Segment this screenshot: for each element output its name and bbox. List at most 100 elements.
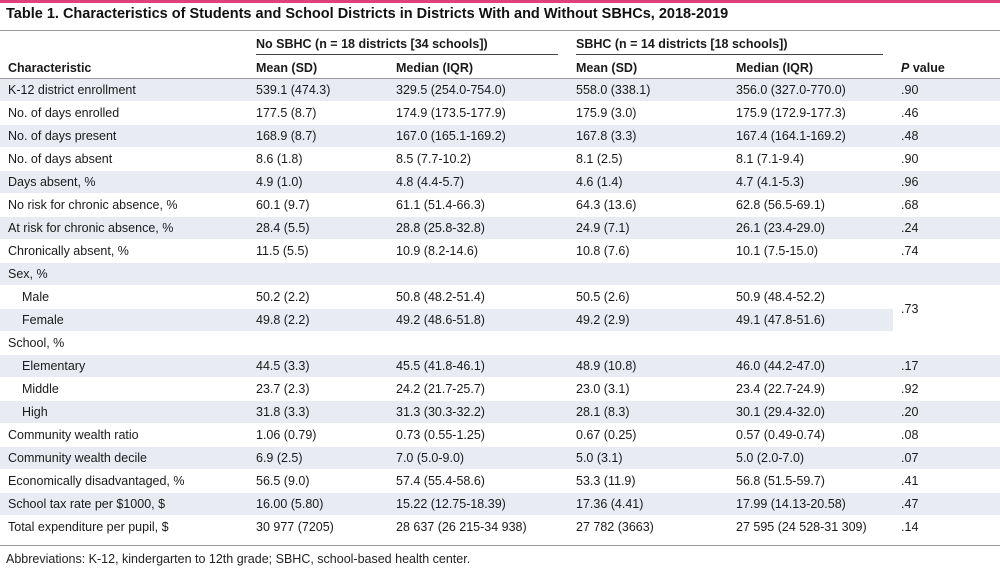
p-value: [893, 262, 1000, 286]
table-row: No. of days absent 8.6 (1.8) 8.5 (7.7-10.2…: [0, 147, 1000, 171]
sbhc-median: 17.99 (14.13-20.58): [728, 492, 894, 516]
p-value: .46: [893, 101, 1000, 125]
sbhc-group-header: SBHC (n = 14 districts [18 schools]): [568, 33, 893, 58]
no-sbhc-median: 28 637 (26 215-34 938): [388, 515, 568, 538]
sbhc-median: 49.1 (47.8-51.6): [728, 308, 894, 332]
no-sbhc-mean: 31.8 (3.3): [248, 400, 388, 424]
p-italic: P: [901, 61, 910, 75]
no-sbhc-group-header: No SBHC (n = 18 districts [34 schools]): [248, 33, 568, 58]
sbhc-mean: 10.8 (7.6): [568, 239, 728, 263]
sbhc-mean: 64.3 (13.6): [568, 193, 728, 217]
no-sbhc-mean: 6.9 (2.5): [248, 446, 388, 470]
no-sbhc-median: 61.1 (51.4-66.3): [388, 193, 568, 217]
no-sbhc-group-label: No SBHC (n = 18 districts [34 schools]): [256, 37, 558, 55]
table-row: Days absent, % 4.9 (1.0) 4.8 (4.4-5.7) 4.6 …: [0, 170, 1000, 194]
top-accent-rule: [0, 0, 1000, 3]
row-label: No. of days absent: [0, 147, 248, 171]
row-label: Economically disadvantaged, %: [0, 469, 248, 493]
table-row: Chronically absent, % 11.5 (5.5) 10.9 (8.2…: [0, 239, 1000, 263]
sbhc-mean: 23.0 (3.1): [568, 377, 728, 401]
row-label: At risk for chronic absence, %: [0, 216, 248, 240]
p-value: .08: [893, 423, 1000, 447]
no-sbhc-median: 7.0 (5.0-9.0): [388, 446, 568, 470]
no-sbhc-median: 15.22 (12.75-18.39): [388, 492, 568, 516]
no-sbhc-mean: 28.4 (5.5): [248, 216, 388, 240]
p-value: [893, 331, 1000, 355]
sbhc-median: 356.0 (327.0-770.0): [728, 78, 894, 102]
p-value: .47: [893, 492, 1000, 516]
sbhc-median: 175.9 (172.9-177.3): [728, 101, 894, 125]
p-value: .96: [893, 170, 1000, 194]
sbhc-median: 8.1 (7.1-9.4): [728, 147, 894, 171]
no-sbhc-median: 28.8 (25.8-32.8): [388, 216, 568, 240]
sbhc-mean: [568, 331, 728, 355]
sbhc-mean: 558.0 (338.1): [568, 78, 728, 102]
p-value: .73: [893, 285, 1000, 332]
p-value: .74: [893, 239, 1000, 263]
sbhc-median: 46.0 (44.2-47.0): [728, 354, 894, 378]
sbhc-mean: 8.1 (2.5): [568, 147, 728, 171]
sbhc-median: 4.7 (4.1-5.3): [728, 170, 894, 194]
no-sbhc-mean: 539.1 (474.3): [248, 78, 388, 102]
row-label: Days absent, %: [0, 170, 248, 194]
table-body: K-12 district enrollment 539.1 (474.3) 329…: [0, 78, 1000, 538]
sbhc-mean: 175.9 (3.0): [568, 101, 728, 125]
title-divider: [0, 30, 1000, 31]
row-label: Elementary: [0, 354, 248, 378]
row-label: Total expenditure per pupil, $: [0, 515, 248, 538]
row-label: Community wealth ratio: [0, 423, 248, 447]
sbhc-median: [728, 331, 894, 355]
sbhc-median: 30.1 (29.4-32.0): [728, 400, 894, 424]
table-row: Economically disadvantaged, % 56.5 (9.0) 5…: [0, 469, 1000, 493]
sbhc-median: [728, 262, 894, 286]
no-sbhc-median: 8.5 (7.7-10.2): [388, 147, 568, 171]
row-label: School, %: [0, 331, 248, 355]
p-value: .20: [893, 400, 1000, 424]
p-value: .07: [893, 446, 1000, 470]
no-sbhc-median: 45.5 (41.8-46.1): [388, 354, 568, 378]
sbhc-median: 26.1 (23.4-29.0): [728, 216, 894, 240]
no-sbhc-median: 329.5 (254.0-754.0): [388, 78, 568, 102]
table-row: Female 49.8 (2.2) 49.2 (48.6-51.8) 49.2 (2.…: [0, 308, 1000, 332]
table-row: Total expenditure per pupil, $30 977 (72…: [0, 515, 1000, 538]
no-sbhc-median: 49.2 (48.6-51.8): [388, 308, 568, 332]
row-label: Community wealth decile: [0, 446, 248, 470]
no-sbhc-median: [388, 331, 568, 355]
footnote: Abbreviations: K-12, kindergarten to 12t…: [6, 552, 471, 566]
row-label: No. of days enrolled: [0, 101, 248, 125]
p-value: .41: [893, 469, 1000, 493]
no-sbhc-mean: 16.00 (5.80): [248, 492, 388, 516]
row-label: No. of days present: [0, 124, 248, 148]
sbhc-median: 0.57 (0.49-0.74): [728, 423, 894, 447]
no-sbhc-mean: 11.5 (5.5): [248, 239, 388, 263]
table-row: Middle 23.7 (2.3) 24.2 (21.7-25.7) 23.0 (3.…: [0, 377, 1000, 401]
row-label: High: [0, 400, 248, 424]
sbhc-median: 62.8 (56.5-69.1): [728, 193, 894, 217]
no-sbhc-median: 50.8 (48.2-51.4): [388, 285, 568, 309]
sbhc-mean: [568, 262, 728, 286]
row-label: Male: [0, 285, 248, 309]
no-sbhc-median-header: Median (IQR): [388, 58, 568, 79]
sbhc-median: 27 595 (24 528-31 309): [728, 515, 894, 538]
table-row: K-12 district enrollment 539.1 (474.3) 329…: [0, 78, 1000, 102]
no-sbhc-mean: 56.5 (9.0): [248, 469, 388, 493]
p-value-header: P value: [893, 33, 1000, 79]
row-label: Middle: [0, 377, 248, 401]
no-sbhc-mean: 8.6 (1.8): [248, 147, 388, 171]
sbhc-mean: 53.3 (11.9): [568, 469, 728, 493]
sbhc-mean: 48.9 (10.8): [568, 354, 728, 378]
no-sbhc-median: [388, 262, 568, 286]
sbhc-median-header: Median (IQR): [728, 58, 894, 79]
sbhc-mean-header: Mean (SD): [568, 58, 728, 79]
p-value: .17: [893, 354, 1000, 378]
no-sbhc-median: 174.9 (173.5-177.9): [388, 101, 568, 125]
table-bottom-rule: [0, 545, 1000, 546]
row-label: Sex, %: [0, 262, 248, 286]
no-sbhc-mean: 177.5 (8.7): [248, 101, 388, 125]
no-sbhc-mean: 168.9 (8.7): [248, 124, 388, 148]
table-row: High 31.8 (3.3) 31.3 (30.3-32.2) 28.1 (8.3)…: [0, 400, 1000, 424]
no-sbhc-mean: 44.5 (3.3): [248, 354, 388, 378]
sbhc-mean: 24.9 (7.1): [568, 216, 728, 240]
row-label: Female: [0, 308, 248, 332]
no-sbhc-mean: 1.06 (0.79): [248, 423, 388, 447]
